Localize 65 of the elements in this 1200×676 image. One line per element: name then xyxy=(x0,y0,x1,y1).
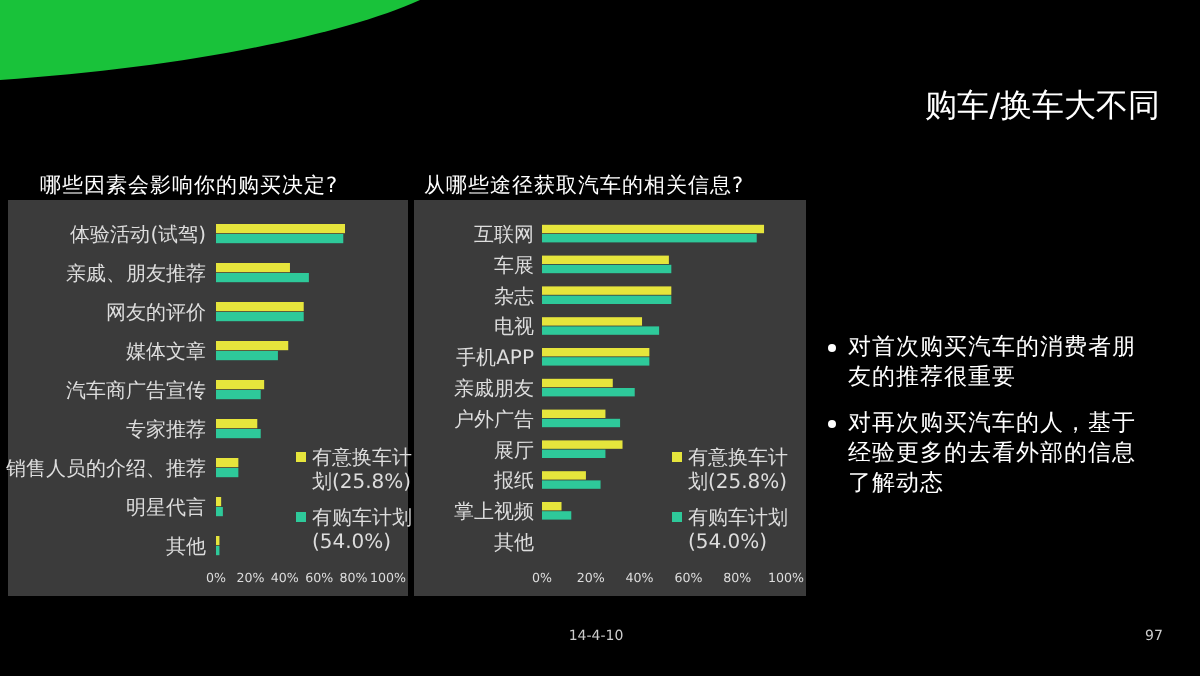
bar xyxy=(542,502,562,511)
y-tick-label: 手机APP xyxy=(456,346,534,371)
bar xyxy=(542,234,757,243)
legend-label: 有意换车计划(25.8%) xyxy=(312,446,412,494)
bar xyxy=(542,378,613,388)
bar xyxy=(216,458,239,468)
chart-title: 从哪些途径获取汽车的相关信息? xyxy=(424,172,744,198)
bar xyxy=(542,357,650,366)
chart-title: 哪些因素会影响你的购买决定? xyxy=(40,172,338,198)
bar xyxy=(542,418,621,428)
bar xyxy=(542,409,606,418)
legend-label: 有购车计划(54.0%) xyxy=(688,506,788,554)
y-tick-label: 互联网 xyxy=(474,223,534,247)
bar xyxy=(216,468,239,478)
bar xyxy=(216,390,261,400)
bar xyxy=(216,273,309,283)
y-tick-label: 电视 xyxy=(494,315,534,340)
y-tick-label: 报纸 xyxy=(492,469,534,494)
bar xyxy=(542,348,650,357)
bar xyxy=(216,429,261,439)
bar xyxy=(542,449,606,458)
bar xyxy=(542,317,643,326)
y-tick-label: 媒体文章 xyxy=(126,340,206,364)
bar xyxy=(216,380,265,390)
y-tick-label: 车展 xyxy=(494,253,534,278)
bar xyxy=(216,507,223,517)
bar xyxy=(542,388,635,397)
y-tick-label: 其他 xyxy=(166,535,206,559)
bar xyxy=(216,234,344,244)
bar xyxy=(216,263,290,273)
bar xyxy=(542,326,660,335)
bar xyxy=(542,440,623,449)
bar xyxy=(542,264,672,274)
legend-label: 有意换车计划(25.8%) xyxy=(688,446,788,494)
bar xyxy=(542,295,672,304)
text: 购车/换车大不同 xyxy=(925,86,1160,124)
y-tick-label: 体验活动(试驾) xyxy=(70,223,207,247)
y-tick-label: 亲戚朋友 xyxy=(454,377,534,401)
y-tick-label: 销售人员的介绍、推荐 xyxy=(4,457,206,481)
bar xyxy=(216,224,345,234)
bar xyxy=(216,312,304,322)
bar xyxy=(216,497,222,507)
y-tick-label: 网友的评价 xyxy=(106,301,206,325)
bar xyxy=(216,419,258,429)
bar xyxy=(542,286,672,295)
y-tick-label: 户外广告 xyxy=(454,407,534,432)
bar xyxy=(216,302,304,312)
bar xyxy=(216,341,289,351)
y-tick-label: 展厅 xyxy=(494,440,534,463)
text: 对首次购买汽车的消费者朋友的推荐很重要 xyxy=(846,332,1138,392)
bar xyxy=(542,255,669,264)
bar xyxy=(216,351,278,361)
bar xyxy=(542,224,765,234)
bar xyxy=(542,511,572,520)
bar xyxy=(542,480,601,489)
bar xyxy=(542,471,586,480)
y-tick-label: 汽车商广告宣传 xyxy=(66,379,206,403)
y-tick-label: 专家推荐 xyxy=(126,418,206,442)
legend-label: 有购车计划(54.0%) xyxy=(312,506,412,554)
y-tick-label: 掌上视频 xyxy=(454,500,534,525)
y-tick-label: 其他 xyxy=(494,531,534,555)
y-tick-label: 明星代言 xyxy=(126,496,206,520)
y-tick-label: 杂志 xyxy=(494,284,534,309)
y-tick-label: 亲戚、朋友推荐 xyxy=(66,262,206,286)
text: 对再次购买汽车的人，基于经验更多的去看外部的信息了解动态 xyxy=(846,408,1138,498)
